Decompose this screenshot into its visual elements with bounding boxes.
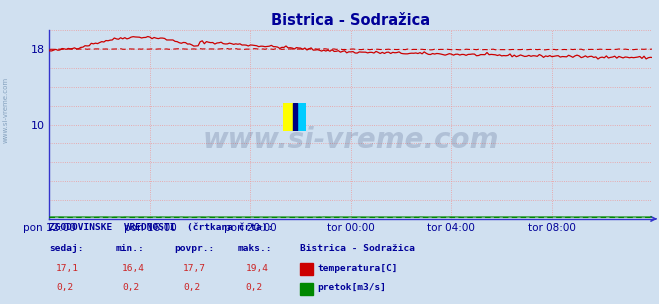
Title: Bistrica - Sodražica: Bistrica - Sodražica	[272, 13, 430, 28]
Text: min.:: min.:	[115, 244, 144, 253]
Text: 0,2: 0,2	[56, 283, 73, 292]
Text: ZGODOVINSKE  VREDNOSTI  (črtkana črta):: ZGODOVINSKE VREDNOSTI (črtkana črta):	[49, 223, 273, 232]
Polygon shape	[295, 103, 306, 131]
Text: maks.:: maks.:	[237, 244, 272, 253]
Text: 17,1: 17,1	[56, 264, 79, 273]
Text: sedaj:: sedaj:	[49, 244, 84, 253]
Text: pretok[m3/s]: pretok[m3/s]	[318, 283, 387, 292]
Text: 0,2: 0,2	[122, 283, 139, 292]
Polygon shape	[293, 103, 297, 131]
Text: Bistrica - Sodražica: Bistrica - Sodražica	[300, 244, 415, 253]
Text: www.si-vreme.com: www.si-vreme.com	[2, 76, 9, 143]
Text: povpr.:: povpr.:	[175, 244, 215, 253]
Text: 19,4: 19,4	[246, 264, 269, 273]
Polygon shape	[283, 103, 295, 131]
Text: 0,2: 0,2	[246, 283, 263, 292]
Text: 17,7: 17,7	[183, 264, 206, 273]
Text: 0,2: 0,2	[183, 283, 200, 292]
Text: temperatura[C]: temperatura[C]	[318, 264, 398, 273]
Text: 16,4: 16,4	[122, 264, 145, 273]
Text: www.si-vreme.com: www.si-vreme.com	[203, 126, 499, 154]
